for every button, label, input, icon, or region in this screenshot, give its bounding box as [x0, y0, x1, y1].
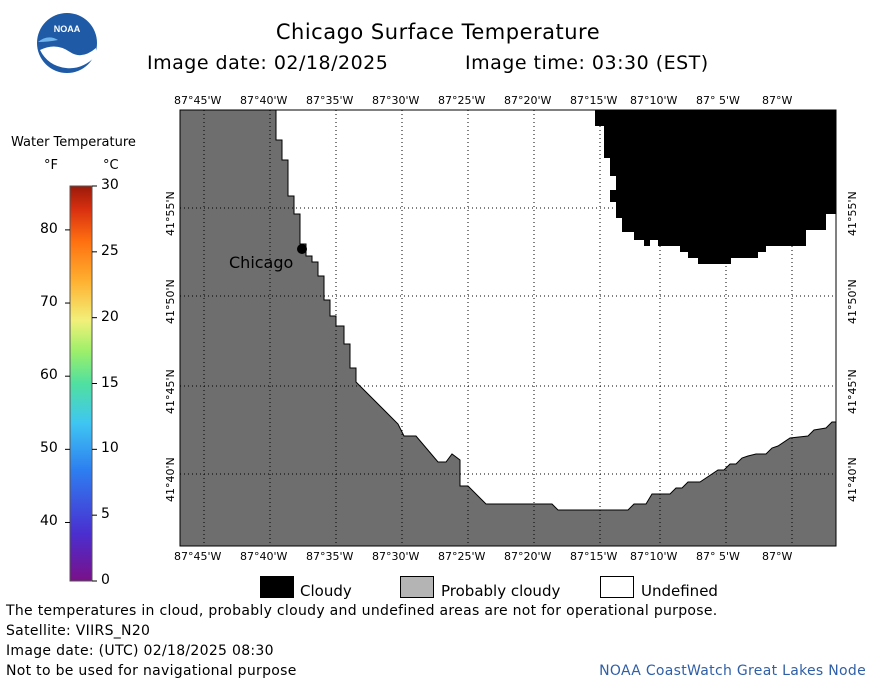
noaa-logo: NOAA — [37, 13, 97, 73]
colorbar-unit-c: °C — [103, 158, 119, 173]
colorbar-title: Water Temperature — [11, 135, 136, 150]
colorbar-label-c: 15 — [101, 374, 119, 391]
lat-label-right: 41°55'N — [846, 191, 859, 236]
legend-cloudy-label: Cloudy — [300, 582, 352, 600]
lon-label-bottom: 87°10'W — [630, 550, 678, 563]
footer-utc-date: Image date: (UTC) 02/18/2025 08:30 — [6, 643, 274, 659]
legend-undefined-swatch — [600, 576, 634, 598]
lat-label-left: 41°50'N — [164, 279, 177, 324]
lon-label-bottom: 87°20'W — [504, 550, 552, 563]
page-title: Chicago Surface Temperature — [275, 20, 601, 44]
lon-label-top: 87°10'W — [630, 94, 678, 107]
lon-label-top: 87°15'W — [570, 94, 618, 107]
grid-lines — [180, 110, 836, 546]
colorbar-label-c: 0 — [101, 572, 110, 588]
lat-label-right: 41°50'N — [846, 279, 859, 324]
lon-label-bottom: 87°30'W — [372, 550, 420, 563]
image-date: Image date: 02/18/2025 — [147, 52, 389, 74]
lat-label-left: 41°55'N — [164, 191, 177, 236]
footer-note: The temperatures in cloud, probably clou… — [6, 603, 718, 619]
colorbar-label-f: 40 — [40, 513, 58, 530]
colorbar-label-f: 70 — [40, 294, 58, 311]
colorbar-label-c: 30 — [101, 177, 119, 193]
colorbar-label-c: 5 — [101, 506, 110, 523]
colorbar-label-c: 10 — [101, 440, 119, 457]
footer-credit-link[interactable]: NOAA CoastWatch Great Lakes Node — [599, 663, 866, 679]
lat-label-right: 41°40'N — [846, 457, 859, 502]
lat-label-left: 41°40'N — [164, 457, 177, 502]
legend-cloudy-swatch — [260, 576, 294, 598]
lon-label-bottom: 87°35'W — [306, 550, 354, 563]
colorbar-label-c: 25 — [101, 242, 119, 259]
lon-label-bottom: 87°25'W — [438, 550, 486, 563]
lon-label-top: 87°30'W — [372, 94, 420, 107]
lon-label-top: 87°W — [762, 94, 793, 107]
cloud-area — [595, 110, 836, 264]
footer-nav-warning: Not to be used for navigational purpose — [6, 663, 297, 679]
colorbar-label-f: 60 — [40, 367, 58, 384]
colorbar-unit-f: °F — [44, 158, 58, 173]
colorbar-ticks — [65, 185, 97, 582]
lon-label-top: 87°25'W — [438, 94, 486, 107]
lon-label-bottom: 87° 5'W — [696, 550, 740, 563]
noaa-logo-text: NOAA — [54, 24, 81, 34]
lon-label-top: 87°40'W — [240, 94, 288, 107]
legend-probably-cloudy-swatch — [400, 576, 434, 598]
lon-label-top: 87°45'W — [174, 94, 222, 107]
lat-label-left: 41°45'N — [164, 369, 177, 414]
lon-label-top: 87°35'W — [306, 94, 354, 107]
lon-label-bottom: 87°15'W — [570, 550, 618, 563]
legend-probably-cloudy-label: Probably cloudy — [441, 582, 561, 600]
chicago-marker-icon — [297, 244, 307, 254]
map-frame — [179, 109, 837, 547]
city-label: Chicago — [229, 253, 294, 272]
lat-label-right: 41°45'N — [846, 369, 859, 414]
legend-undefined-label: Undefined — [641, 582, 718, 600]
colorbar-label-c: 20 — [101, 308, 119, 325]
footer-satellite: Satellite: VIIRS_N20 — [6, 623, 151, 639]
image-time: Image time: 03:30 (EST) — [465, 52, 709, 74]
colorbar-label-f: 80 — [40, 220, 58, 237]
lon-label-top: 87° 5'W — [696, 94, 740, 107]
lon-label-bottom: 87°45'W — [174, 550, 222, 563]
lon-label-top: 87°20'W — [504, 94, 552, 107]
lon-label-bottom: 87°40'W — [240, 550, 288, 563]
lon-label-bottom: 87°W — [762, 550, 793, 563]
colorbar-label-f: 50 — [40, 440, 58, 457]
